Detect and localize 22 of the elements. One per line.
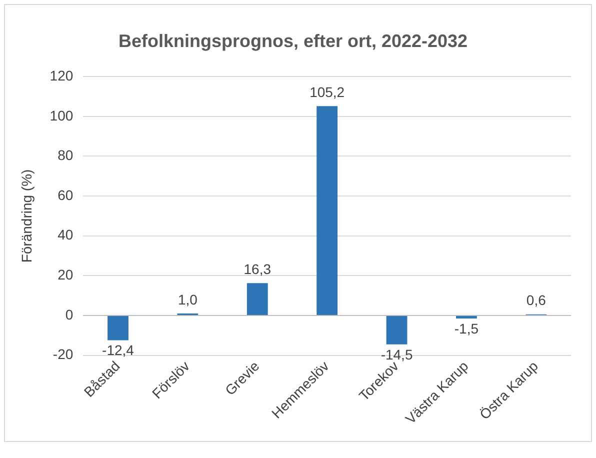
y-axis-title: Förändring (%) [18,169,34,263]
y-tick-label: 80 [58,147,74,164]
data-label: 16,3 [244,260,272,277]
chart-title: Befolkningsprognos, efter ort, 2022-2032 [118,30,468,51]
bar [108,316,128,340]
data-label: -12,4 [102,342,134,358]
data-label: -1,5 [454,320,479,336]
y-tick-label: 40 [58,226,74,243]
y-tick-label: 20 [58,266,74,283]
y-tick-label: -20 [52,346,74,362]
bar [316,106,338,316]
bar [386,316,408,344]
y-tick-label: 60 [58,186,74,203]
bar [456,316,477,319]
data-label: 0,6 [526,292,546,308]
y-tick-label: 0 [65,306,74,322]
data-label: 105,2 [310,84,345,100]
data-label: -14,5 [380,346,413,362]
y-tick-label: 120 [50,67,74,84]
bar [246,283,268,316]
y-tick-label: 100 [50,107,74,124]
data-label: 1,0 [178,291,198,308]
